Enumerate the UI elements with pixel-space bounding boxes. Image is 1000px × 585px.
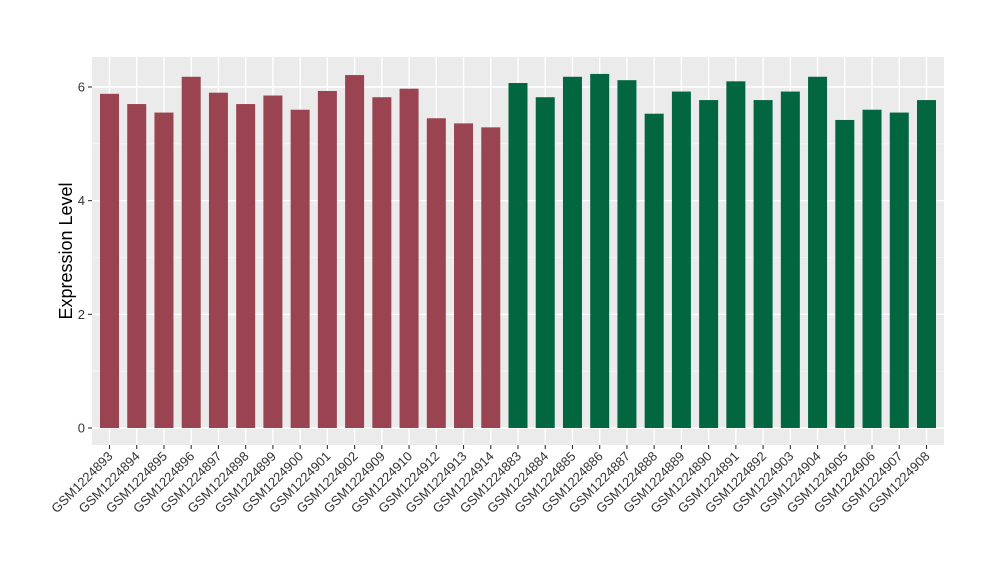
bar-gsm1224885 bbox=[562, 76, 582, 429]
bar-gsm1224891 bbox=[726, 81, 746, 429]
bar-gsm1224904 bbox=[808, 76, 828, 429]
bar-gsm1224905 bbox=[835, 119, 855, 429]
bar-gsm1224893 bbox=[100, 93, 119, 428]
bar-gsm1224900 bbox=[290, 109, 310, 428]
y-tick-label: 4 bbox=[78, 193, 85, 208]
y-tick-label: 2 bbox=[78, 307, 85, 322]
bar-gsm1224890 bbox=[699, 100, 719, 429]
y-axis-title: Expression Level bbox=[56, 182, 76, 319]
bars bbox=[100, 73, 936, 429]
bar-gsm1224910 bbox=[399, 88, 419, 428]
bar-gsm1224892 bbox=[753, 100, 773, 429]
bar-gsm1224908 bbox=[917, 100, 936, 429]
bar-gsm1224883 bbox=[508, 83, 528, 428]
bar-gsm1224888 bbox=[644, 113, 664, 428]
bar-gsm1224896 bbox=[181, 76, 201, 429]
bar-gsm1224914 bbox=[481, 127, 501, 428]
bar-gsm1224884 bbox=[535, 97, 555, 428]
bar-gsm1224898 bbox=[236, 104, 256, 429]
bar-gsm1224901 bbox=[317, 90, 337, 428]
bar-gsm1224897 bbox=[208, 92, 228, 428]
bar-gsm1224887 bbox=[617, 80, 637, 429]
bar-gsm1224912 bbox=[426, 118, 446, 428]
bar-gsm1224886 bbox=[590, 73, 610, 428]
bar-gsm1224894 bbox=[127, 104, 147, 429]
x-axis: GSM1224893GSM1224894GSM1224895GSM1224896… bbox=[48, 445, 933, 516]
bar-gsm1224895 bbox=[154, 112, 174, 428]
y-tick-label: 0 bbox=[78, 421, 85, 436]
bar-gsm1224913 bbox=[454, 123, 474, 428]
bar-gsm1224889 bbox=[671, 91, 691, 429]
y-tick-label: 6 bbox=[78, 80, 85, 95]
y-axis: 0 2 4 6 bbox=[78, 80, 92, 436]
bar-gsm1224902 bbox=[345, 75, 365, 428]
bar-gsm1224909 bbox=[372, 97, 392, 428]
bar-gsm1224906 bbox=[862, 109, 882, 428]
bar-gsm1224903 bbox=[780, 91, 800, 429]
bar-gsm1224899 bbox=[263, 95, 283, 429]
bar-gsm1224907 bbox=[889, 112, 909, 428]
